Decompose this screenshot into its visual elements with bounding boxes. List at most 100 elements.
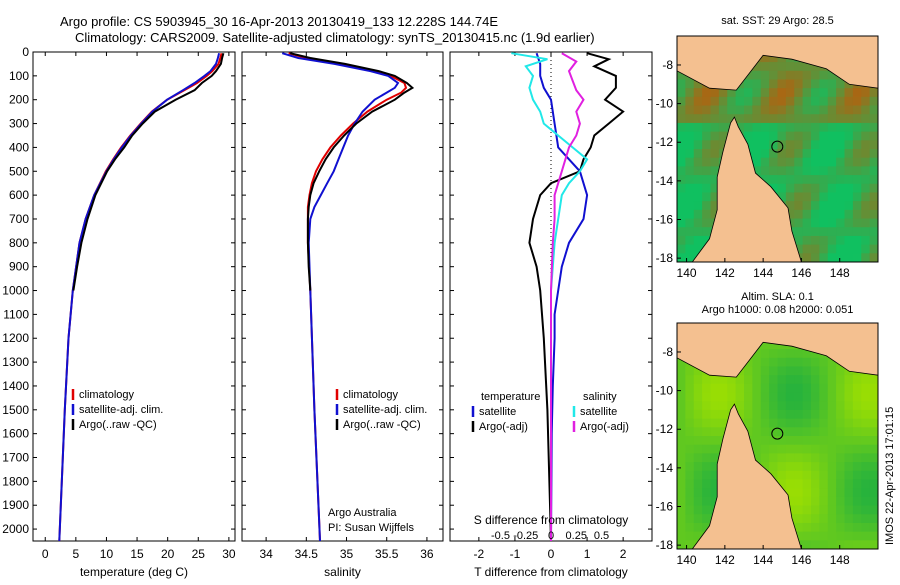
map-cell [702, 96, 711, 107]
map-cell [827, 479, 837, 489]
map-cell [819, 357, 829, 367]
map-cell [777, 105, 787, 115]
map-cell [693, 209, 703, 220]
map-cell [693, 505, 703, 515]
map-cell [852, 375, 862, 385]
map-cell [760, 70, 770, 80]
map-cell [794, 488, 804, 498]
map-cell [819, 79, 829, 89]
series-line-argo-raw-qc- [289, 52, 415, 291]
map-cell [836, 79, 845, 89]
map-cell [677, 401, 686, 411]
map-cell [819, 149, 829, 159]
map-cell [827, 453, 837, 463]
map-cell [718, 122, 728, 133]
map-cell [861, 409, 871, 420]
map-cell [785, 427, 795, 437]
map-title: Altim. SLA: 0.1 [741, 291, 814, 303]
map-cell [677, 409, 686, 420]
map-cell [827, 96, 837, 107]
map-cell [844, 444, 854, 454]
map-cell [785, 496, 795, 507]
map-cell [685, 488, 695, 498]
map-cell [752, 157, 762, 167]
land-new-guinea [677, 36, 878, 91]
map-cell [710, 488, 720, 498]
map-cell [794, 427, 804, 437]
map-cell [802, 88, 812, 98]
map-cell [819, 175, 829, 185]
map-cell [710, 444, 720, 454]
map-cell [769, 366, 778, 376]
map-cell [861, 105, 871, 115]
map-cell [811, 479, 820, 489]
map-cell [869, 140, 878, 150]
map-cell [827, 514, 837, 524]
map-cell [785, 366, 795, 376]
x-tick-label: 34 [259, 547, 273, 561]
map-cell [811, 140, 820, 150]
map-cell [710, 183, 720, 193]
map-cell [677, 375, 686, 385]
map-cell [861, 201, 871, 211]
map-y-tick-label: -14 [656, 174, 674, 188]
map-cell [769, 383, 778, 394]
map-cell [836, 157, 845, 167]
map-cell [819, 253, 829, 262]
map-x-tick-label: 140 [677, 266, 697, 280]
map-cell [836, 409, 845, 420]
map-cell [836, 166, 845, 176]
map-cell [693, 105, 703, 115]
map-cell [869, 105, 878, 115]
map-cell [802, 531, 812, 541]
map-cell [794, 418, 804, 428]
map-cell [794, 531, 804, 541]
map-cell [802, 149, 812, 159]
map-cell [852, 453, 862, 463]
title-line-2: Climatology: CARS2009. Satellite-adjuste… [75, 30, 595, 45]
map-cell [752, 70, 762, 80]
map-cell [861, 183, 871, 193]
map-cell [869, 462, 878, 472]
map-cell [785, 201, 795, 211]
map-cell [802, 62, 812, 72]
map-cell [794, 227, 804, 237]
map-cell [785, 166, 795, 176]
map-cell [861, 462, 871, 472]
map-cell [819, 227, 829, 237]
map-cell [769, 140, 778, 150]
map-cell [811, 488, 820, 498]
x-tick-label: 34.5 [295, 547, 319, 561]
map-cell [844, 157, 854, 167]
map-cell [819, 418, 829, 428]
map-cell [794, 470, 804, 480]
map-cell [827, 175, 837, 185]
map-cell [718, 114, 728, 124]
map-cell [811, 462, 820, 472]
map-cell [710, 201, 720, 211]
map-cell [852, 218, 862, 228]
map-cell [811, 253, 820, 262]
map-cell [852, 183, 862, 193]
map-cell [685, 401, 695, 411]
map-cell [819, 114, 829, 124]
map-cell [836, 531, 845, 541]
map-x-tick-label: 148 [830, 266, 850, 280]
map-cell [836, 253, 845, 262]
map-cell [852, 383, 862, 394]
map-cell [794, 514, 804, 524]
map-cell [836, 209, 845, 220]
map-cell [702, 235, 711, 246]
map-cell [844, 201, 854, 211]
map-cell [861, 218, 871, 228]
map-cell [827, 166, 837, 176]
map-cell [802, 418, 812, 428]
map-cell [702, 453, 711, 463]
map-cell [785, 70, 795, 80]
map-cell [861, 496, 871, 507]
map-cell [844, 401, 854, 411]
map-cell [777, 357, 787, 367]
map-cell [769, 340, 778, 350]
map-cell [811, 131, 820, 141]
